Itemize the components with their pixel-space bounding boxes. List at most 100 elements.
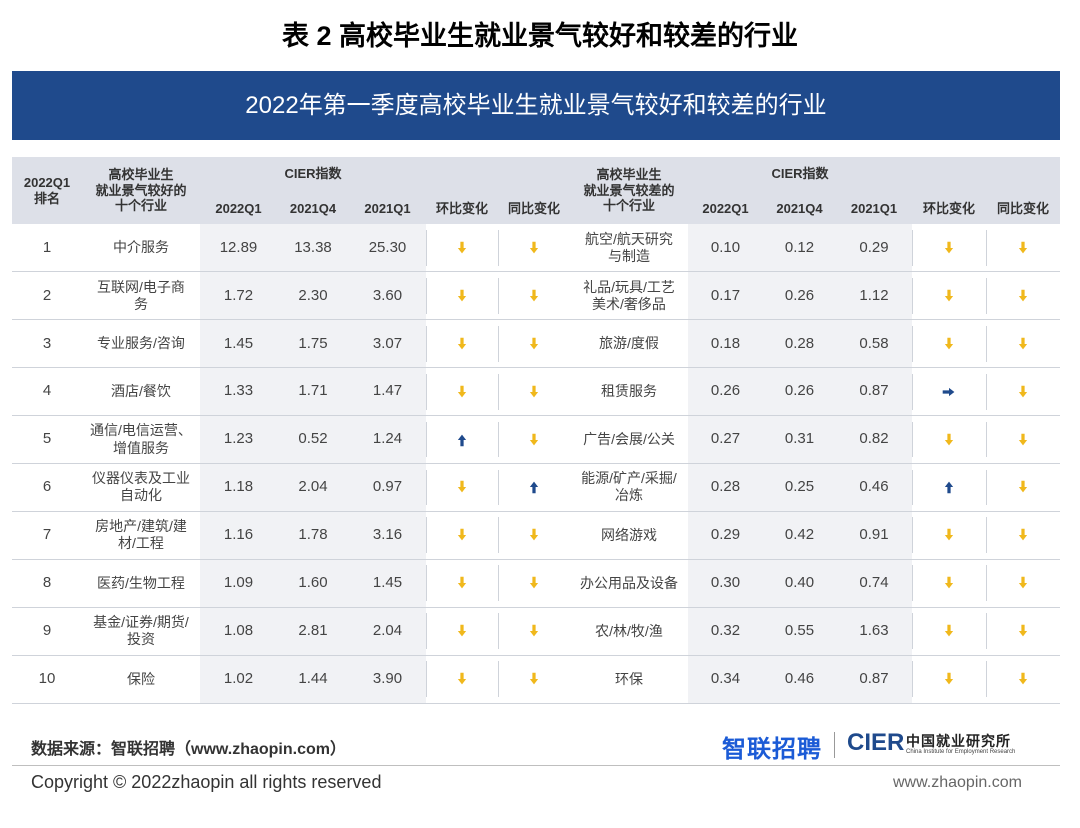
down-arrow-icon: [1018, 481, 1028, 493]
column-divider: [986, 661, 987, 697]
header-q4-2021: 2021Q4: [289, 201, 337, 217]
down-arrow-icon: [1018, 289, 1028, 302]
bad-cier-2022q1-cell: 0.30: [710, 574, 741, 592]
bad-cier-2021q4-cell: 0.28: [784, 334, 815, 352]
bad-cier-2021q4-cell: 0.55: [784, 621, 815, 639]
good-cier-2021q1-cell: 3.90: [372, 669, 403, 687]
good-cier-2022q1-cell: 1.33: [223, 382, 254, 400]
bad-cier-2021q1-cell: 1.12: [859, 286, 889, 304]
bad-qoq-cell: [912, 464, 986, 512]
column-divider: [986, 373, 987, 410]
good-cier-2022q1-cell: 1.23: [223, 430, 254, 448]
rank-cell: 2: [42, 286, 52, 304]
bad-cier-2022q1-cell: 0.32: [710, 621, 741, 639]
bad-cier-2021q1-cell: 0.82: [859, 430, 889, 448]
good-industry-cell: 医药/生物工程: [97, 574, 185, 591]
rank-cell: 7: [42, 526, 52, 544]
bad-qoq-cell: [912, 368, 986, 416]
up-arrow-icon: [457, 434, 467, 446]
bad-industry-cell: 办公用品及设备: [580, 574, 678, 591]
column-divider: [498, 373, 499, 410]
footer-divider: [12, 765, 1060, 766]
bad-cier-2021q4-cell: 0.31: [784, 430, 815, 448]
header-q1-2021: 2021Q1: [364, 201, 411, 217]
down-arrow-icon: [529, 433, 539, 445]
good-industry-cell: 保险: [127, 670, 155, 687]
good-qoq-cell: [426, 368, 498, 416]
column-divider: [912, 565, 913, 602]
good-industry-cell: 仪器仪表及工业 自动化: [92, 470, 190, 504]
good-yoy-cell: [498, 416, 570, 464]
good-yoy-cell: [498, 320, 570, 368]
down-arrow-icon: [457, 337, 467, 350]
good-yoy-cell: [498, 607, 570, 655]
header-q1-2022: 2022Q1: [215, 201, 262, 217]
table-banner-title: 2022年第一季度高校毕业生就业景气较好和较差的行业: [12, 71, 1060, 140]
column-divider: [986, 469, 987, 506]
good-cier-2021q4-cell: 1.60: [298, 574, 328, 592]
column-divider: [498, 613, 499, 650]
bad-qoq-cell: [912, 655, 986, 703]
row-divider: [12, 367, 1060, 369]
down-arrow-icon: [944, 672, 954, 685]
good-yoy-cell: [498, 272, 570, 320]
column-divider: [986, 421, 987, 458]
good-cier-2021q1-cell: 25.30: [368, 238, 407, 256]
good-qoq-cell: [426, 464, 498, 512]
column-divider: [426, 325, 427, 362]
good-cier-2021q4-cell: 1.78: [298, 526, 328, 544]
bad-qoq-cell: [912, 272, 986, 320]
good-yoy-cell: [498, 511, 570, 559]
good-yoy-cell: [498, 655, 570, 703]
row-divider: [12, 606, 1060, 608]
bad-cier-2022q1-cell: 0.26: [710, 382, 741, 400]
row-divider: [12, 510, 1060, 512]
bad-qoq-cell: [912, 607, 986, 655]
good-qoq-cell: [426, 320, 498, 368]
good-yoy-cell: [498, 224, 570, 272]
column-divider: [912, 517, 913, 554]
down-arrow-icon: [529, 385, 539, 398]
bad-industry-cell: 旅游/度假: [599, 335, 659, 352]
down-arrow-icon: [1018, 672, 1028, 685]
row-divider: [12, 654, 1060, 656]
down-arrow-icon: [457, 672, 467, 685]
good-cier-2022q1-cell: 1.18: [223, 478, 254, 496]
good-cier-2021q1-cell: 3.60: [372, 286, 403, 304]
column-divider: [986, 230, 987, 266]
down-arrow-icon: [457, 241, 467, 254]
bad-yoy-cell: [986, 559, 1060, 607]
header-bad-q4-2021: 2021Q4: [776, 201, 823, 217]
website-link[interactable]: www.zhaopin.com: [893, 774, 1022, 791]
bad-industry-cell: 租赁服务: [601, 383, 657, 400]
right-arrow-icon: [942, 387, 955, 396]
good-cier-2021q4-cell: 2.04: [298, 478, 328, 496]
header-bad-cier: CIER指数: [771, 166, 829, 182]
column-divider: [498, 230, 499, 266]
good-cier-2022q1-cell: 12.89: [219, 238, 258, 256]
column-divider: [498, 517, 499, 554]
header-yoy: 同比变化: [507, 201, 560, 217]
good-cier-2021q1-cell: 0.97: [372, 478, 403, 496]
good-cier-2021q4-cell: 2.30: [298, 286, 328, 304]
industry-table: 2022Q1 排名 高校毕业生 就业景气较好的 十个行业 CIER指数 高校毕业生 就…: [12, 157, 1060, 704]
good-qoq-cell: [426, 655, 498, 703]
down-arrow-icon: [944, 289, 954, 302]
bad-cier-2021q4-cell: 0.40: [784, 574, 815, 592]
column-divider: [498, 421, 499, 458]
good-industry-cell: 专业服务/咨询: [97, 335, 185, 352]
bad-yoy-cell: [986, 320, 1060, 368]
good-yoy-cell: [498, 464, 570, 512]
bad-industry-cell: 环保: [615, 670, 643, 687]
bad-qoq-cell: [912, 224, 986, 272]
column-divider: [986, 565, 987, 602]
zhaopin-logo: 智联招聘: [722, 736, 822, 763]
down-arrow-icon: [1018, 433, 1028, 445]
down-arrow-icon: [944, 433, 954, 445]
good-cier-2022q1-cell: 1.02: [223, 669, 254, 687]
good-industry-cell: 通信/电信运营、 增值服务: [90, 422, 192, 456]
header-good-industry: 高校毕业生 就业景气较好的 十个行业: [95, 166, 187, 214]
good-cier-2021q4-cell: 1.44: [298, 669, 328, 687]
good-qoq-cell: [426, 607, 498, 655]
column-divider: [426, 421, 427, 458]
